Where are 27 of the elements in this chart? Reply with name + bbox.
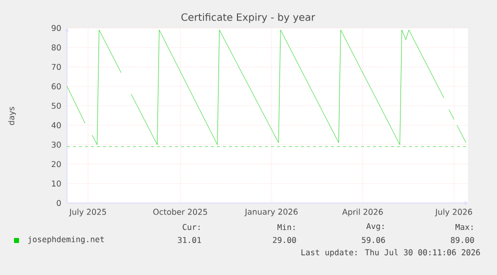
y-axis-title: days [8,106,16,125]
text: 29.00 [272,236,296,244]
text: Max: [456,224,473,230]
text: 59.06 [362,236,385,244]
chart-title: Certificate Expiry - by year [181,13,316,23]
y-tick-label: 0 [56,200,61,206]
y-tick-label: 60 [52,83,61,90]
y-tick-label: 30 [52,142,61,148]
x-tick-label: October 2025 [153,208,208,215]
x-tick-label: July 2025 [69,208,106,216]
text: Avg: [366,223,384,231]
y-tick-label: 80 [52,44,61,50]
text: Cur: [182,224,200,230]
text: 89.00 [450,236,474,244]
y-tick-label: 40 [52,122,61,128]
x-tick-label: January 2026 [244,208,298,216]
y-tick-label: 50 [52,102,61,109]
text: Min: [278,224,295,230]
x-tick-label: July 2026 [434,208,472,216]
legend-label: josephdeming.net [28,236,104,244]
y-tick-label: 10 [52,180,61,187]
text: Last update: Thu Jul 30 00:11:06 2026 [302,249,480,257]
y-tick-label: 90 [52,24,61,32]
text: 31.01 [178,236,201,244]
y-tick-label: 20 [52,161,61,168]
x-tick-label: April 2026 [342,208,383,216]
y-tick-label: 70 [52,64,61,70]
